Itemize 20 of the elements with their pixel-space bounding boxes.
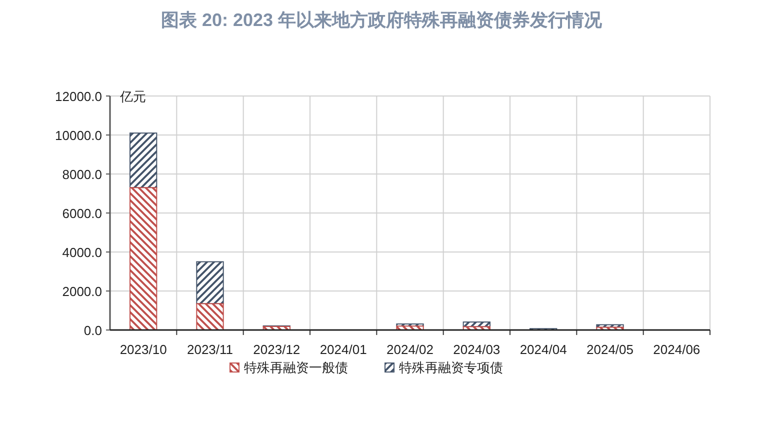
x-tick-label: 2023/12 [253,342,300,357]
x-tick-label: 2023/11 [186,342,234,357]
y-tick-label: 0.0 [84,323,102,338]
y-axis-title: 亿元 [119,89,146,104]
x-tick-label: 2023/10 [120,342,167,357]
x-tick-label: 2024/02 [386,342,434,357]
y-tick-label: 10000.0 [55,128,102,143]
legend-label: 特殊再融资一般债 [244,360,348,375]
y-tick-label: 6000.0 [62,206,102,221]
y-tick-label: 8000.0 [62,167,102,182]
y-tick-label: 2000.0 [62,284,102,299]
x-tick-label: 2024/06 [653,342,700,357]
y-tick-label: 12000.0 [55,89,102,104]
x-tick-label: 2024/05 [586,342,634,357]
x-tick-label: 2024/01 [320,342,367,357]
legend-label: 特殊再融资专项债 [399,360,503,375]
y-tick-label: 4000.0 [62,245,102,260]
x-tick-label: 2024/03 [453,342,500,357]
x-tick-label: 2024/04 [520,342,567,357]
chart-title: 图表 20: 2023 年以来地方政府特殊再融资债券发行情况 [160,10,604,30]
